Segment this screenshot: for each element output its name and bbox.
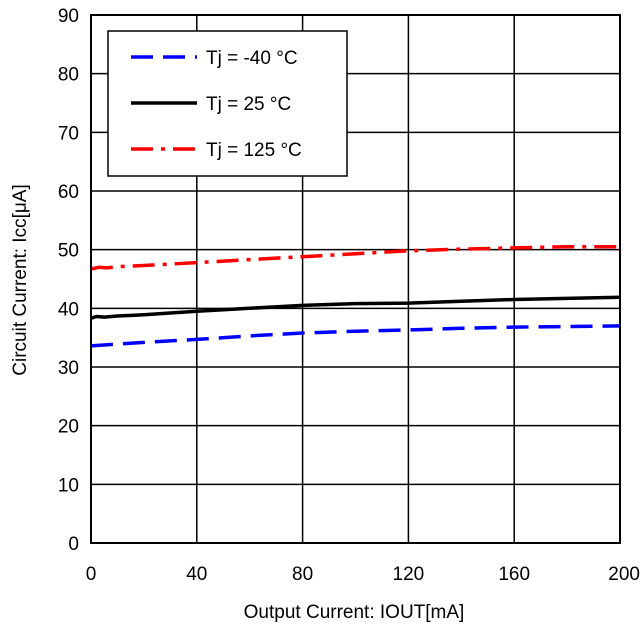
y-tick-label: 70 bbox=[58, 123, 79, 144]
legend: Tj = -40 °C Tj = 25 °C Tj = 125 °C bbox=[107, 30, 348, 177]
legend-label-2: Tj = 125 °C bbox=[206, 140, 302, 161]
series-line-2 bbox=[90, 244, 620, 271]
y-axis-title: Circuit Current: Icc[μA] bbox=[10, 184, 31, 375]
plot-frame bbox=[90, 14, 621, 544]
legend-label-0: Tj = -40 °C bbox=[206, 48, 298, 69]
x-tick-label: 40 bbox=[186, 564, 207, 585]
grid bbox=[91, 15, 620, 543]
y-tick-label: 60 bbox=[58, 182, 79, 203]
x-tick-label: 0 bbox=[86, 564, 97, 585]
x-tick-label: 160 bbox=[498, 564, 530, 585]
y-tick-label: 30 bbox=[58, 358, 79, 379]
x-tick-label: 200 bbox=[608, 564, 640, 585]
y-tick-label: 50 bbox=[58, 241, 79, 262]
legend-label-1: Tj = 25 °C bbox=[206, 94, 291, 115]
series-line-0 bbox=[90, 324, 621, 348]
y-tick-label: 20 bbox=[58, 417, 79, 438]
tick-labels: 0 10 20 30 40 50 60 70 80 90 0 40 80 120 160 200 bbox=[58, 6, 640, 585]
y-tick-label: 90 bbox=[58, 6, 79, 27]
y-tick-label: 80 bbox=[58, 65, 79, 86]
y-tick-label: 0 bbox=[68, 534, 79, 555]
x-axis-title: Output Current: IOUT[mA] bbox=[244, 602, 465, 623]
x-tick-label: 120 bbox=[393, 564, 425, 585]
series-line-1 bbox=[90, 295, 621, 320]
series-layer bbox=[90, 244, 621, 348]
y-tick-label: 10 bbox=[58, 475, 79, 496]
x-tick-label: 80 bbox=[292, 564, 313, 585]
y-tick-label: 40 bbox=[58, 299, 79, 320]
